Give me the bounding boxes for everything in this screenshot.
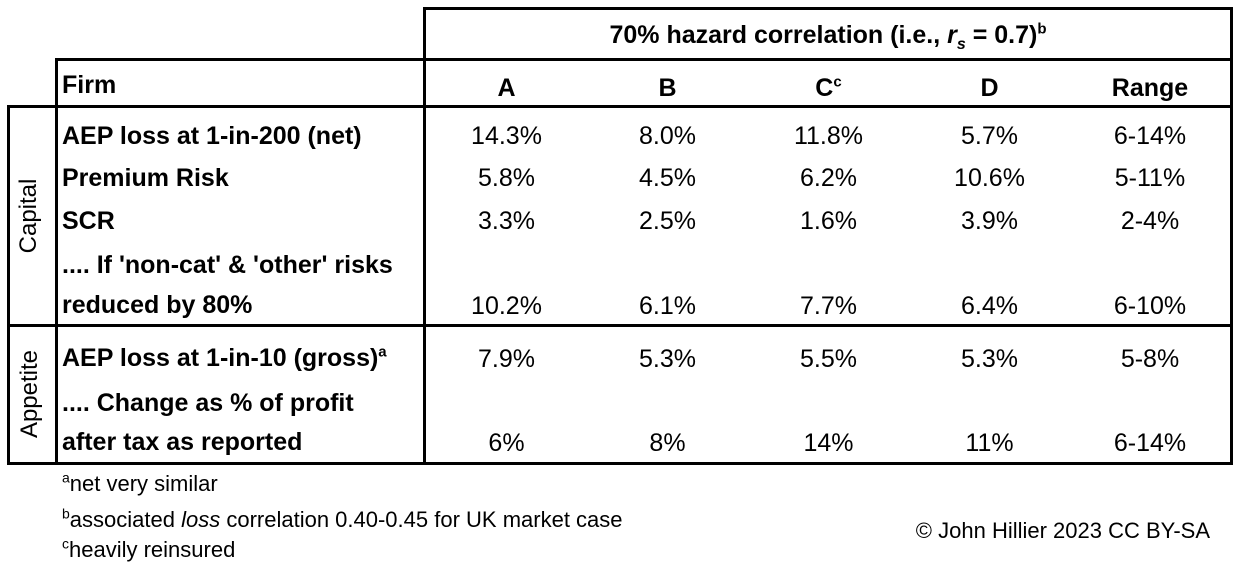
cell-d: 5.7% — [961, 122, 1018, 150]
row-label-profit-line1: .... Change as % of profit — [62, 389, 354, 417]
cell-b: 5.3% — [639, 345, 696, 373]
cell-a: 3.3% — [478, 207, 535, 235]
border-label-right — [423, 7, 426, 465]
row-label-scr: SCR — [62, 207, 115, 235]
firm-header: Firm — [62, 71, 117, 99]
col-header-b: B — [658, 74, 677, 102]
cell-c: 6.2% — [800, 164, 857, 192]
group-title: 70% hazard correlation (i.e., rs = 0.7)b — [609, 20, 1047, 53]
border-header-group — [55, 58, 1233, 61]
col-header-c: Cc — [815, 73, 842, 102]
cell-c: 1.6% — [800, 207, 857, 235]
cell-d: 5.3% — [961, 345, 1018, 373]
border-capital-appetite — [7, 324, 1233, 327]
copyright-credit: © John Hillier 2023 CC BY-SA — [915, 518, 1210, 543]
footnote-b: bassociated loss correlation 0.40-0.45 f… — [62, 505, 623, 532]
cell-d: 6.4% — [961, 292, 1018, 320]
cell-range: 5-11% — [1114, 164, 1186, 192]
cell-a: 6% — [488, 429, 525, 457]
cell-b: 2.5% — [639, 207, 696, 235]
col-header-range: Range — [1111, 74, 1189, 102]
footnote-c: cheavily reinsured — [62, 535, 236, 562]
cell-d: 11% — [965, 429, 1014, 457]
cell-d: 10.6% — [954, 164, 1025, 192]
cell-c: 5.5% — [800, 345, 857, 373]
border-bottom — [7, 462, 1233, 465]
row-label-premium-risk: Premium Risk — [62, 164, 229, 192]
cell-a: 10.2% — [471, 292, 542, 320]
row-label-aep-200: AEP loss at 1-in-200 (net) — [62, 122, 362, 150]
border-left-outer — [7, 105, 10, 465]
row-label-profit-line2: after tax as reported — [62, 428, 303, 456]
cell-a: 5.8% — [478, 164, 535, 192]
row-label-reduced-line2: reduced by 80% — [62, 291, 253, 319]
row-label-reduced-line1: .... If 'non-cat' & 'other' risks — [62, 251, 393, 279]
col-header-a: A — [497, 74, 516, 102]
cell-d: 3.9% — [961, 207, 1018, 235]
cell-c: 7.7% — [800, 292, 857, 320]
cell-range: 6-10% — [1113, 292, 1187, 320]
footnote-a: anet very similar — [62, 469, 218, 496]
cell-range: 5-8% — [1120, 345, 1180, 373]
cell-a: 7.9% — [478, 345, 535, 373]
cell-b: 6.1% — [639, 292, 696, 320]
border-label-left — [55, 58, 58, 465]
cell-c: 14% — [803, 429, 854, 457]
cell-range: 2-4% — [1120, 207, 1180, 235]
cell-b: 8.0% — [639, 122, 696, 150]
cell-b: 4.5% — [639, 164, 696, 192]
cell-range: 6-14% — [1113, 122, 1187, 150]
col-header-d: D — [980, 74, 999, 102]
border-right — [1230, 7, 1233, 465]
side-label-capital: Capital — [15, 178, 42, 254]
border-top — [423, 7, 1233, 10]
cell-range: 6-14% — [1113, 429, 1187, 457]
border-header-bottom — [7, 105, 1233, 108]
cell-a: 14.3% — [471, 122, 542, 150]
cell-c: 11.8% — [793, 122, 864, 150]
row-label-aep-10: AEP loss at 1-in-10 (gross)a — [62, 343, 387, 372]
side-label-appetite: Appetite — [16, 349, 43, 439]
cell-b: 8% — [649, 429, 686, 457]
